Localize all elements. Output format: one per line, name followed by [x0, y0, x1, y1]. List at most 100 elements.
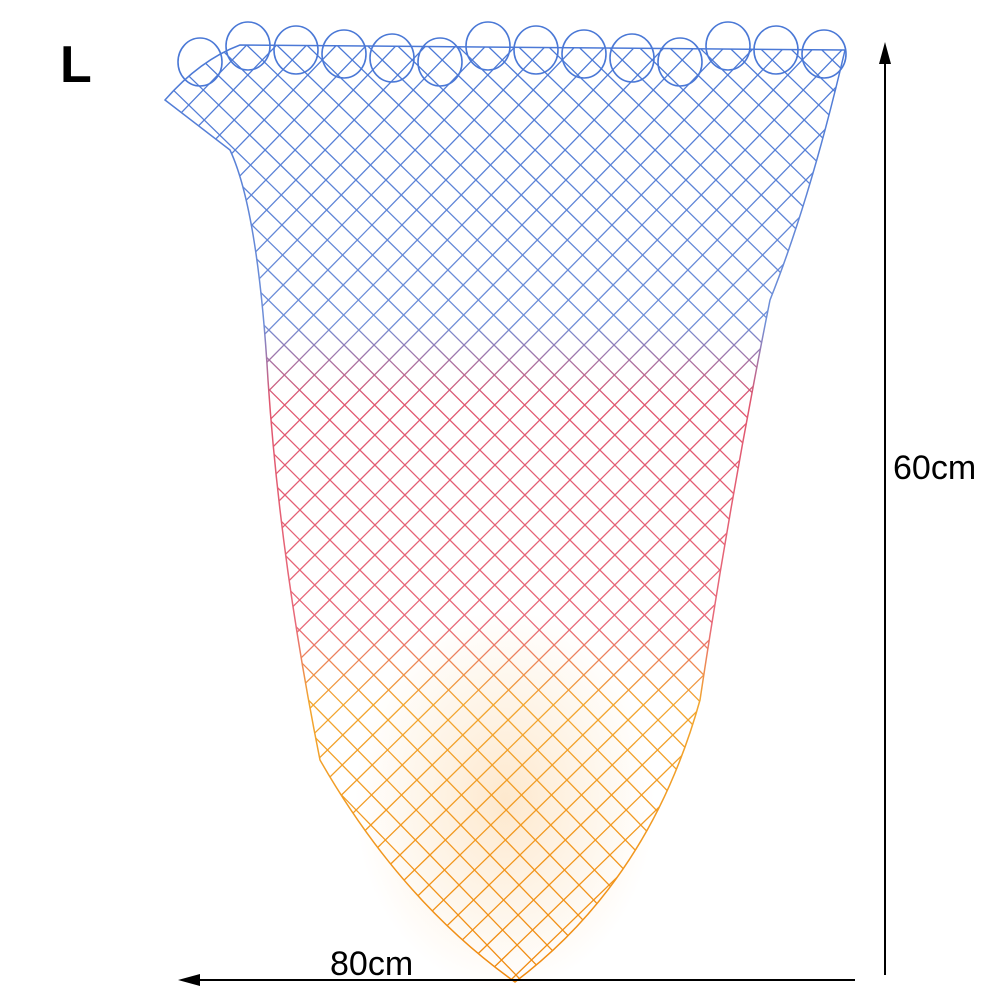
net-strand — [950, 0, 1000, 1000]
net-strand — [225, 21, 271, 71]
net-strand — [980, 0, 1000, 1000]
net-strand — [0, 0, 60, 1000]
net-strand — [589, 45, 845, 982]
net-strand — [0, 0, 140, 1000]
net-strand — [165, 45, 845, 982]
net-strand — [709, 45, 845, 982]
net-strand — [0, 0, 120, 1000]
net-strand — [273, 25, 319, 75]
net-strand — [829, 45, 845, 982]
net-strand — [0, 0, 30, 1000]
net-strand — [165, 45, 171, 982]
net-strand — [920, 0, 1000, 1000]
net-strand — [165, 45, 651, 982]
net-strand — [499, 45, 845, 982]
net-strand — [705, 21, 751, 71]
net-strand — [165, 45, 541, 982]
net-strand — [165, 45, 411, 982]
net-strand — [799, 45, 845, 982]
net-strand — [165, 45, 231, 982]
net-strand — [860, 0, 1000, 1000]
net-strand — [465, 21, 511, 71]
net-strand — [165, 45, 351, 982]
net-strand — [199, 45, 845, 982]
net-strand — [417, 37, 463, 87]
net-rim — [177, 21, 847, 87]
net-strand — [165, 45, 845, 982]
net-strand — [657, 37, 703, 87]
net-strand — [339, 45, 845, 982]
net-strand — [619, 45, 845, 982]
net-strand — [165, 45, 845, 982]
net-strand — [165, 45, 771, 982]
net-strand — [609, 33, 655, 83]
net-strand — [165, 45, 845, 982]
net-strand — [165, 45, 591, 982]
net-strand — [165, 45, 471, 982]
net-strand — [759, 45, 845, 982]
net-strand — [165, 45, 501, 982]
net-strand — [165, 45, 421, 982]
height-arrowhead — [879, 42, 891, 64]
net-strand — [561, 29, 607, 79]
net-strand — [165, 45, 181, 982]
net-strand — [559, 45, 845, 982]
net-strand — [369, 33, 415, 83]
net-strand — [459, 45, 845, 982]
net-strand — [669, 45, 845, 982]
net-strand — [379, 45, 845, 982]
net-strand — [729, 45, 845, 982]
net-strand — [513, 25, 559, 75]
size-label: L — [60, 36, 92, 94]
net-strand — [165, 45, 561, 982]
net-strand — [165, 45, 631, 982]
net-strand — [165, 45, 211, 982]
net-strand — [165, 45, 241, 982]
net-strand — [165, 45, 571, 982]
net-strand — [165, 45, 381, 982]
net-strand — [0, 0, 80, 1000]
net-strand — [165, 45, 845, 982]
net-strand — [0, 0, 110, 1000]
net-glow — [355, 610, 655, 990]
net-strand — [165, 45, 601, 982]
net-strand — [165, 45, 201, 982]
net-strand — [801, 29, 847, 79]
net-strand — [0, 0, 90, 1000]
net-strand — [165, 45, 621, 982]
net-strand — [439, 45, 845, 982]
net-strand — [399, 45, 845, 982]
net-strand — [429, 45, 845, 982]
net-strand — [0, 0, 50, 1000]
net-strand — [321, 29, 367, 79]
net-strand — [739, 45, 845, 982]
net-strand — [165, 45, 391, 982]
net-strand — [649, 45, 845, 982]
width-arrowhead — [178, 974, 200, 986]
net-strand — [165, 45, 361, 982]
height-label: 60cm — [893, 449, 976, 487]
net-strand — [0, 0, 20, 1000]
net-strand — [165, 45, 845, 982]
net-strand — [890, 0, 1000, 1000]
net-strand — [165, 45, 831, 982]
net-strand — [165, 45, 845, 982]
net-strand — [165, 45, 441, 982]
net-strand — [165, 45, 261, 982]
net-strand — [165, 45, 291, 982]
net-strand — [529, 45, 845, 982]
net-strand — [850, 0, 1000, 1000]
net-strand — [679, 45, 845, 982]
net-strand — [349, 45, 845, 982]
net-strand — [165, 45, 801, 982]
net-strand — [409, 45, 845, 982]
net-strand — [165, 45, 301, 982]
net-strand — [880, 0, 1000, 1000]
width-label: 80cm — [330, 945, 413, 983]
net-strand — [169, 45, 845, 982]
net-strand — [165, 45, 531, 982]
net-strand — [177, 37, 223, 87]
net-strand — [0, 0, 150, 1000]
